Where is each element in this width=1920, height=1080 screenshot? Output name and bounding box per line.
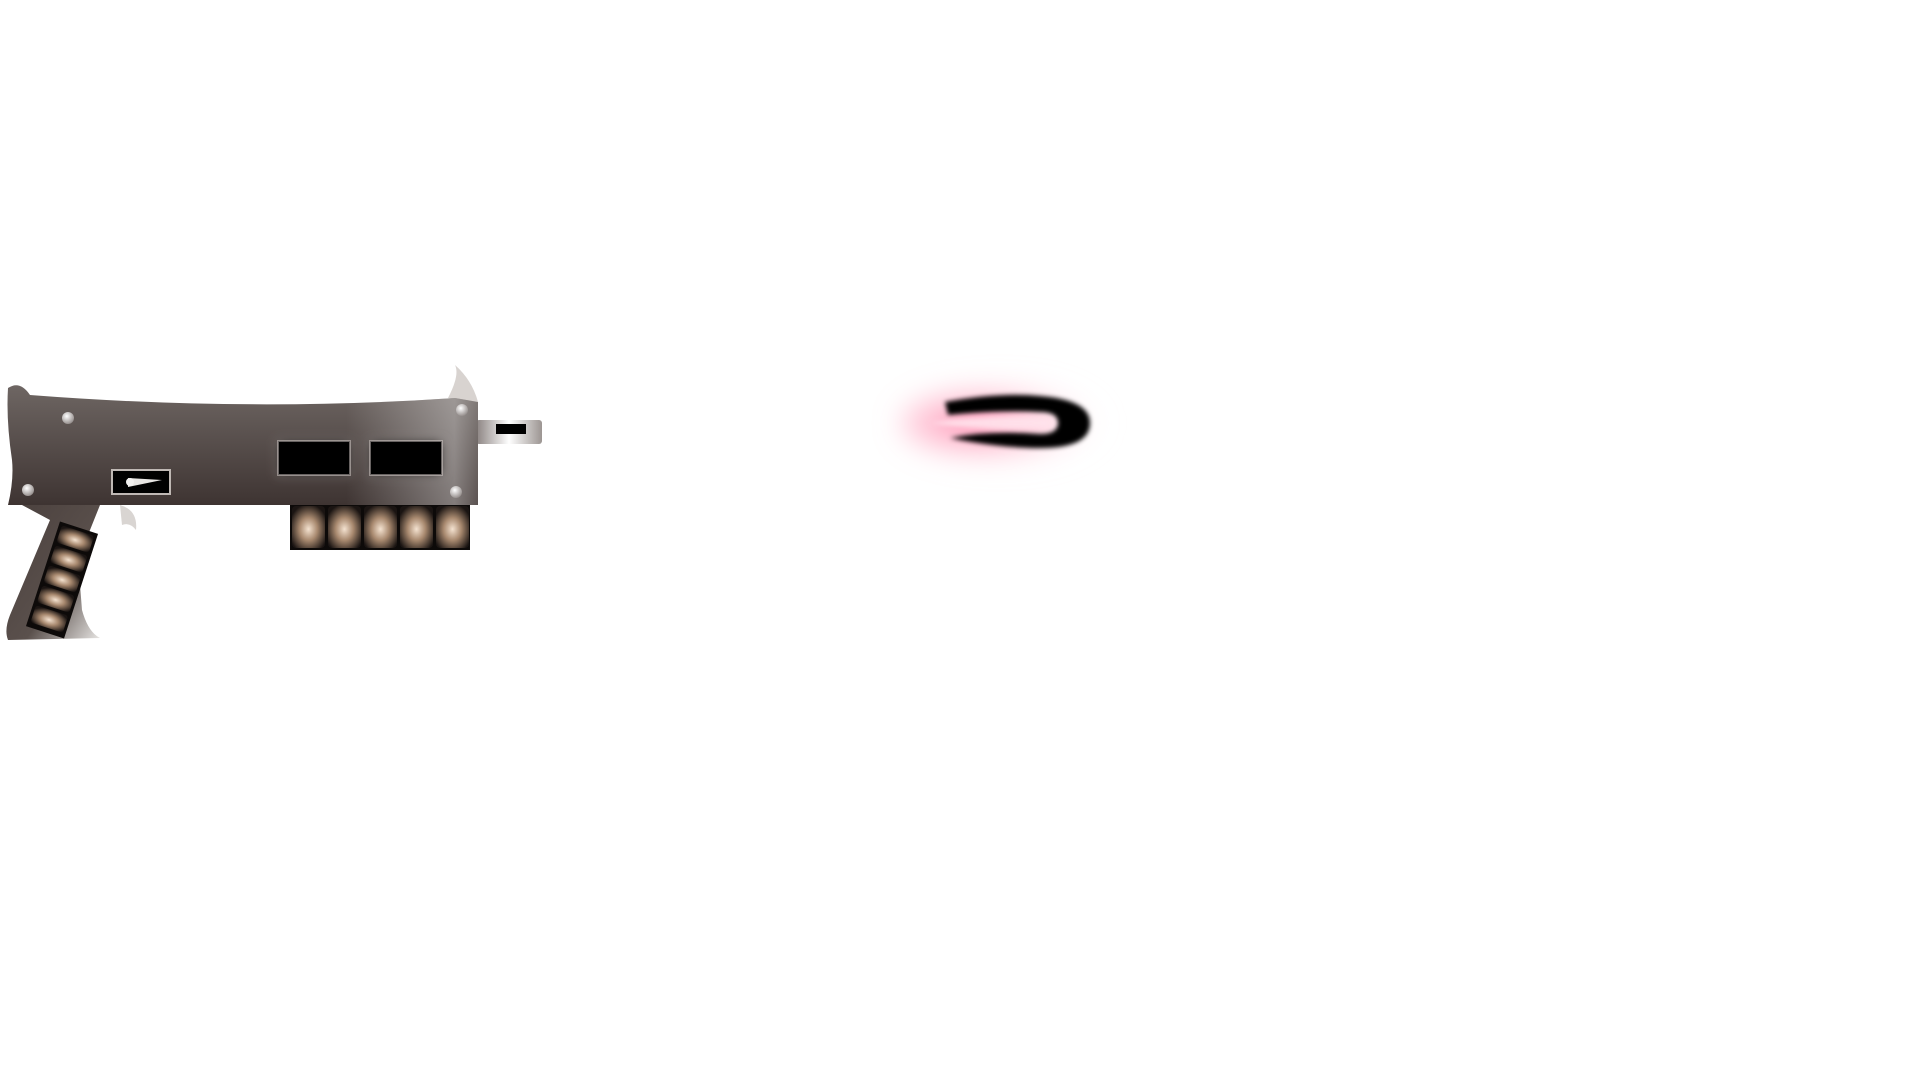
projectile-inner-trail [930,416,1056,430]
rivet [456,404,468,416]
gun-trigger [120,505,137,530]
body-ammo-cell [328,506,361,548]
rivet [22,484,34,496]
grip-ammo-cell [57,526,94,553]
body-ammo-cell [400,506,433,548]
blaster-gun [6,365,542,640]
vent-slot [369,440,443,476]
body-ammo-cell [292,506,325,548]
rivet [450,486,462,498]
vent-slot [277,440,351,476]
gun-barrel [476,420,542,444]
projectile-core [945,394,1090,448]
grip-ammo-cell [37,585,74,613]
grip-ammo-cell [44,566,81,593]
gun-vent-slots [277,440,443,476]
gun-rivets [22,404,468,498]
grip-ammo-cells [25,521,99,639]
body-ammo-cell [436,506,469,548]
grip-ammo-cell [31,605,68,633]
gun-safety-switch [111,469,171,495]
body-ammo-cell [364,506,397,548]
plasma-projectile [900,383,1120,463]
grip-ammo-cell [50,546,87,573]
body-ammo-cells [290,505,470,550]
rivet [62,412,74,424]
gun-top-fin [448,365,478,402]
